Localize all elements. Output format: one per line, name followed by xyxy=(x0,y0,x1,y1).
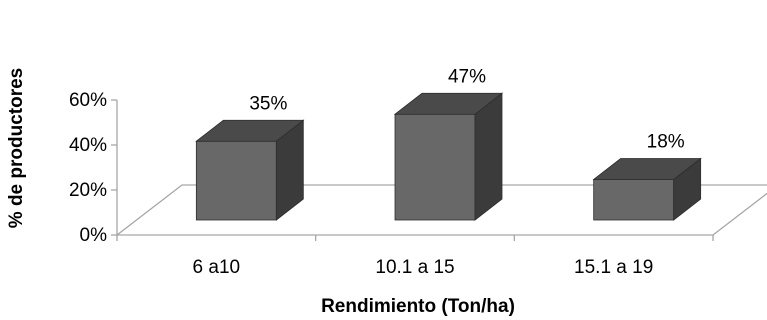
bars: 35% 47% 18% xyxy=(195,66,702,221)
bar-data-label: 18% xyxy=(647,132,685,153)
bar-front xyxy=(195,140,277,221)
bar-top xyxy=(592,158,702,180)
bar: 18% xyxy=(592,132,702,221)
bar-front xyxy=(394,113,476,221)
bar-top xyxy=(393,92,504,115)
y-tick-label: 0% xyxy=(80,225,108,246)
bar: 47% xyxy=(393,66,504,221)
x-category-label: 15.1 a 19 xyxy=(574,257,653,278)
x-axis: 6 a10 10.1 a 15 15.1 a 19 xyxy=(116,234,714,278)
y-tick-label: 60% xyxy=(69,90,107,111)
y-tick-label: 20% xyxy=(69,180,107,201)
y-axis-title: % de productores xyxy=(6,68,27,228)
y-tick-label: 40% xyxy=(69,135,107,156)
x-axis-title: Rendimiento (Ton/ha) xyxy=(321,296,515,317)
x-category-label: 10.1 a 15 xyxy=(375,257,454,278)
bar-side xyxy=(474,92,503,221)
x-category-label: 6 a10 xyxy=(193,257,241,278)
bar-data-label: 47% xyxy=(448,66,486,87)
bar-data-label: 35% xyxy=(249,93,287,114)
bar-top xyxy=(195,119,305,142)
bar: 35% xyxy=(195,93,305,221)
bar-front xyxy=(593,179,675,221)
y-axis: 0% 20% 40% 60% xyxy=(69,90,118,246)
